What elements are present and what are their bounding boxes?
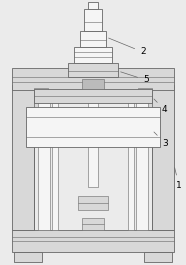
Bar xyxy=(144,252,172,262)
Bar xyxy=(88,2,98,9)
Bar xyxy=(138,88,152,108)
Bar xyxy=(52,90,58,230)
Bar xyxy=(26,107,160,147)
Bar xyxy=(128,90,134,230)
Text: 2: 2 xyxy=(109,38,146,56)
Bar xyxy=(136,90,148,230)
Bar xyxy=(80,31,106,47)
Text: 3: 3 xyxy=(154,132,168,148)
Bar xyxy=(12,230,174,252)
Bar xyxy=(12,85,34,230)
Bar xyxy=(78,196,108,210)
Bar xyxy=(38,90,50,230)
Text: 5: 5 xyxy=(121,72,149,85)
Bar xyxy=(88,90,98,187)
Bar xyxy=(14,252,42,262)
Text: 1: 1 xyxy=(175,168,182,189)
Bar xyxy=(74,47,112,63)
Text: 4: 4 xyxy=(154,99,168,114)
Bar xyxy=(68,63,118,77)
Bar xyxy=(34,88,48,108)
Bar xyxy=(82,218,104,230)
Bar xyxy=(12,68,174,90)
Bar xyxy=(34,89,152,103)
Bar xyxy=(82,79,104,89)
Bar xyxy=(152,85,174,230)
Bar xyxy=(84,9,102,31)
